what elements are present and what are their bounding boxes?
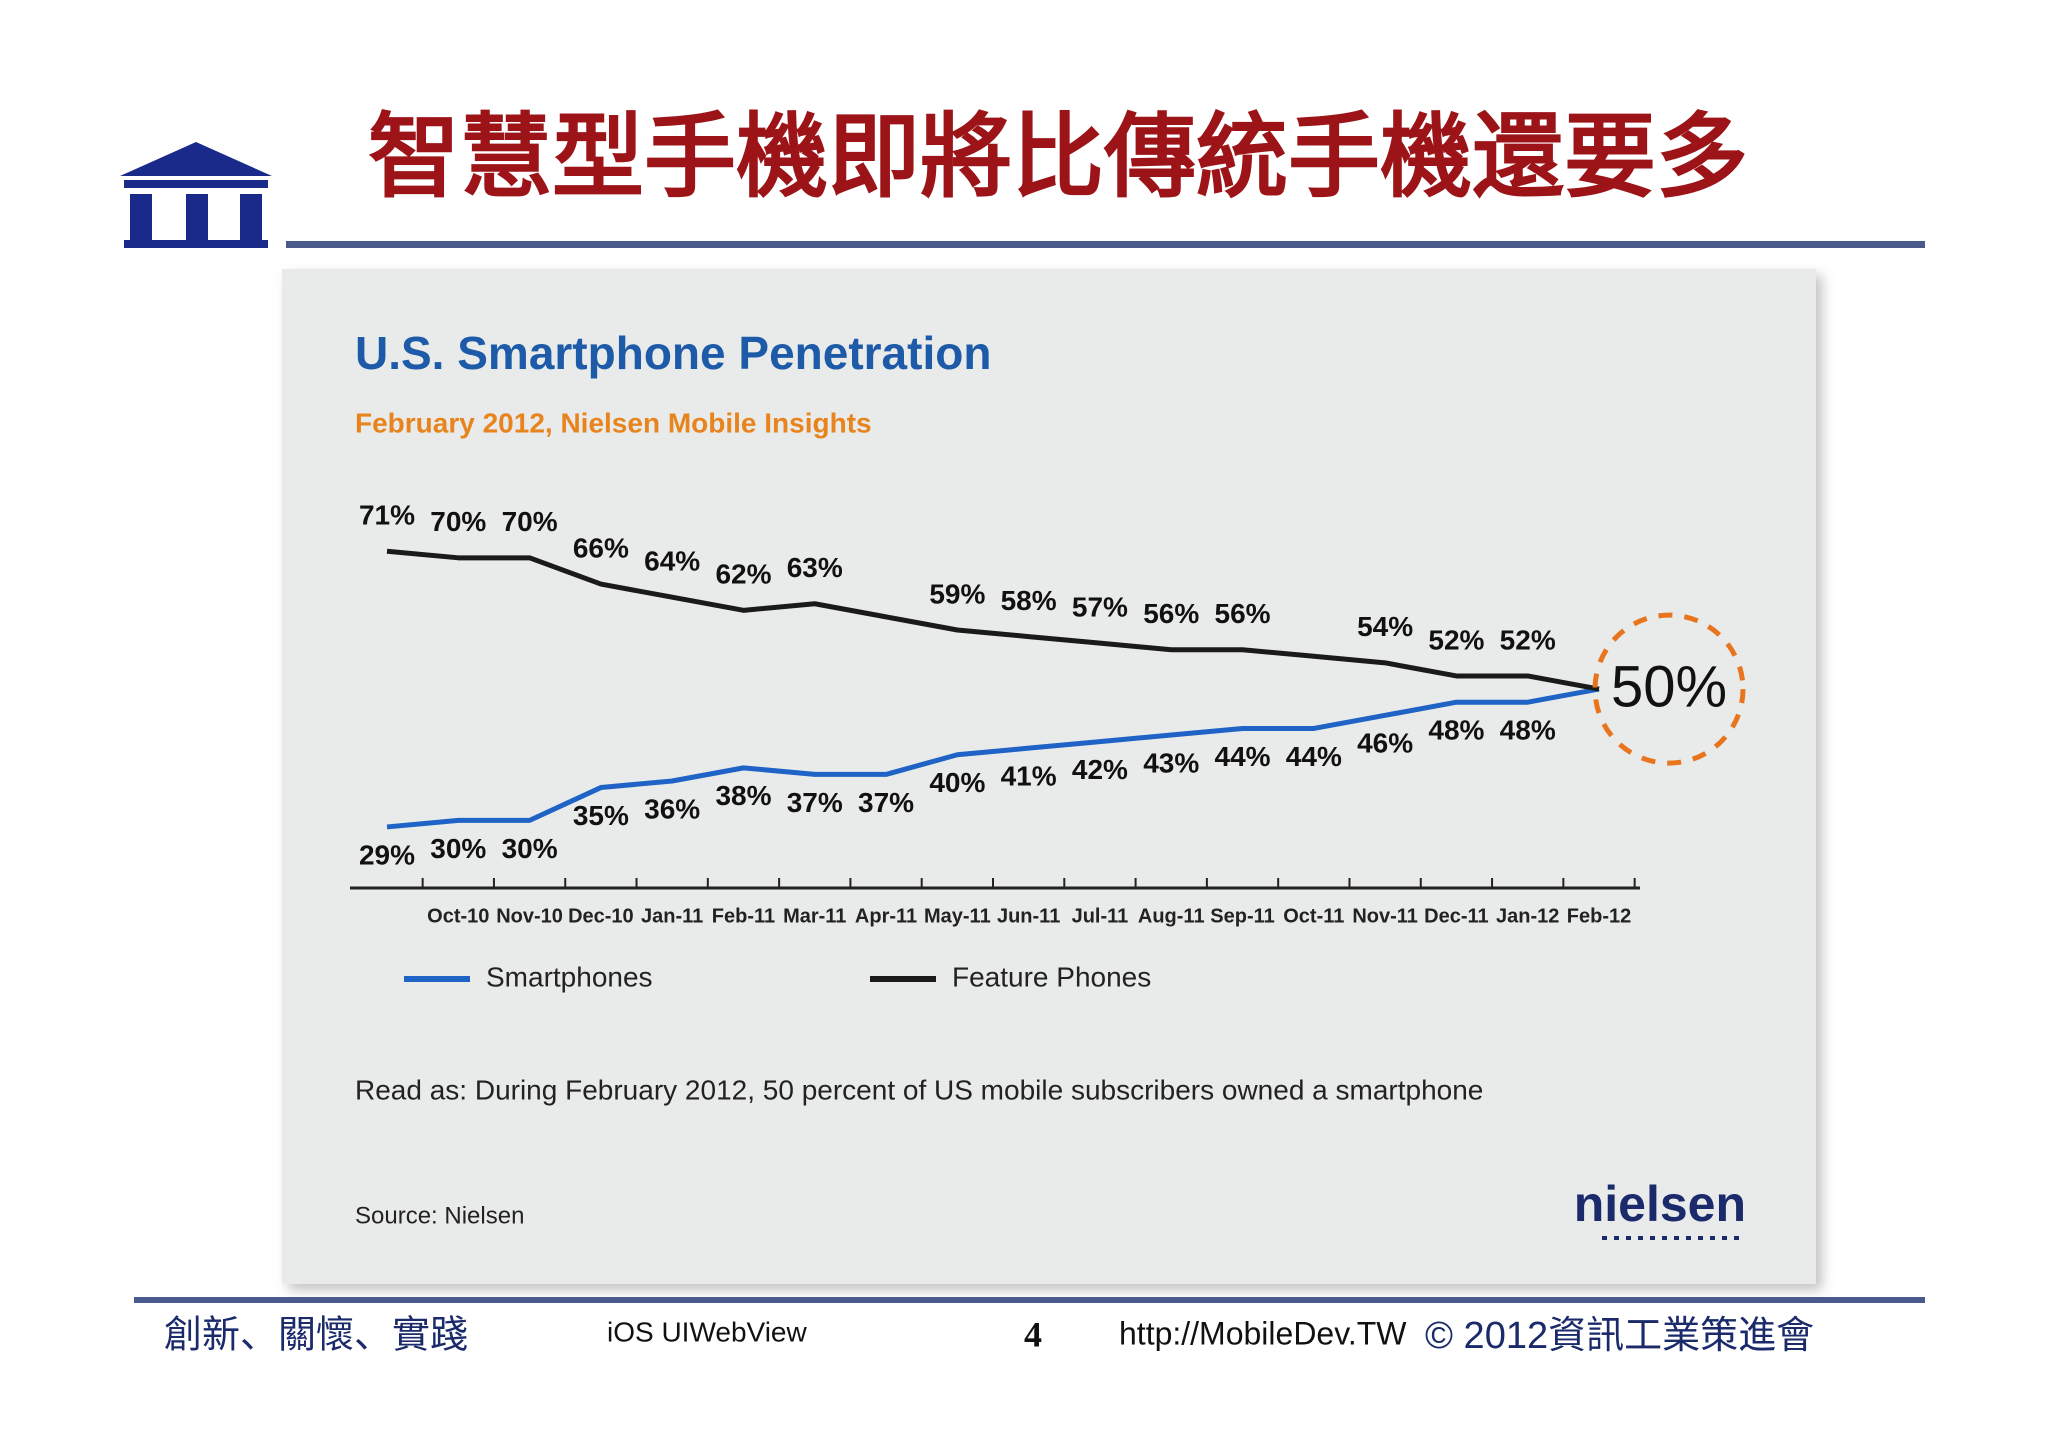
brand: nielsen (1574, 1176, 1746, 1232)
x-tick-label: Jun-11 (997, 905, 1060, 927)
data-label: 66% (573, 532, 629, 563)
slide-title: 智慧型手機即將比傳統手機還要多 (368, 106, 1748, 208)
footer-topic: iOS UIWebView (607, 1316, 807, 1347)
x-tick-label: Nov-11 (1352, 905, 1418, 927)
logo (120, 142, 272, 248)
x-tick-label: Oct-11 (1283, 905, 1344, 927)
data-label: 41% (1001, 761, 1057, 792)
data-label: 40% (929, 767, 985, 798)
x-tick-label: Jan-11 (641, 905, 703, 927)
data-label: 37% (858, 787, 914, 818)
footer-motto: 創新、關懷、實踐 (164, 1313, 468, 1357)
x-tick-label: Apr-11 (855, 905, 917, 927)
data-label: 70% (430, 506, 486, 537)
data-label: 37% (787, 787, 843, 818)
x-tick-label: Sep-11 (1210, 905, 1274, 927)
data-label: 30% (502, 833, 558, 864)
note: Read as: During February 2012, 50 percen… (355, 1074, 1483, 1105)
data-label: 30% (430, 833, 486, 864)
data-label: 35% (573, 800, 629, 831)
chart-subtitle: February 2012, Nielsen Mobile Insights (355, 407, 872, 438)
data-label: 54% (1357, 611, 1413, 642)
x-tick-label: Nov-10 (496, 905, 563, 927)
data-label: 43% (1143, 747, 1199, 778)
x-tick-label: Jul-11 (1072, 905, 1129, 927)
legend-label: Smartphones (486, 961, 653, 992)
data-label: 52% (1428, 624, 1484, 655)
data-label: 52% (1500, 624, 1556, 655)
x-tick-label: Feb-12 (1567, 905, 1631, 927)
x-tick-label: May-11 (924, 905, 991, 927)
data-label: 48% (1500, 715, 1556, 746)
data-label: 46% (1357, 728, 1413, 759)
x-tick-label: Oct-10 (427, 905, 489, 927)
x-tick-label: Mar-11 (783, 905, 846, 927)
data-label: 42% (1072, 754, 1128, 785)
series-line (386, 686, 1600, 830)
chart-panel (282, 269, 1816, 1284)
data-label: 44% (1286, 741, 1342, 772)
data-label: 38% (715, 780, 771, 811)
title-rule (286, 241, 1925, 248)
data-label: 57% (1072, 592, 1128, 623)
x-tick-label: Jan-12 (1496, 905, 1559, 927)
data-label: 44% (1215, 741, 1271, 772)
data-label: 36% (644, 793, 700, 824)
x-tick-label: Dec-11 (1424, 905, 1489, 927)
data-label: 64% (644, 546, 700, 577)
x-tick-label: Dec-10 (568, 905, 634, 927)
data-label: 29% (359, 839, 415, 870)
source: Source: Nielsen (355, 1202, 524, 1229)
footer-copyright: © 2012資訊工業策進會 (1425, 1315, 1814, 1357)
data-label: 71% (359, 500, 415, 531)
footer-page: 4 (1024, 1314, 1042, 1354)
data-label: 63% (787, 552, 843, 583)
chart-title: U.S. Smartphone Penetration (355, 327, 991, 379)
data-label: 62% (715, 559, 771, 590)
footer-url: http://MobileDev.TW (1119, 1315, 1407, 1351)
data-label: 59% (929, 578, 985, 609)
x-tick-label: Aug-11 (1138, 905, 1205, 927)
series-line (386, 548, 1600, 692)
x-tick-label: Feb-11 (712, 905, 775, 927)
data-label: 48% (1428, 715, 1484, 746)
data-label: 58% (1001, 585, 1057, 616)
annotation: 50% (1611, 654, 1727, 719)
legend-label: Feature Phones (952, 961, 1151, 992)
data-label: 56% (1215, 598, 1271, 629)
footer-rule (134, 1297, 1925, 1303)
annotation-circle (1592, 612, 1746, 766)
data-label: 56% (1143, 598, 1199, 629)
data-label: 70% (502, 506, 558, 537)
